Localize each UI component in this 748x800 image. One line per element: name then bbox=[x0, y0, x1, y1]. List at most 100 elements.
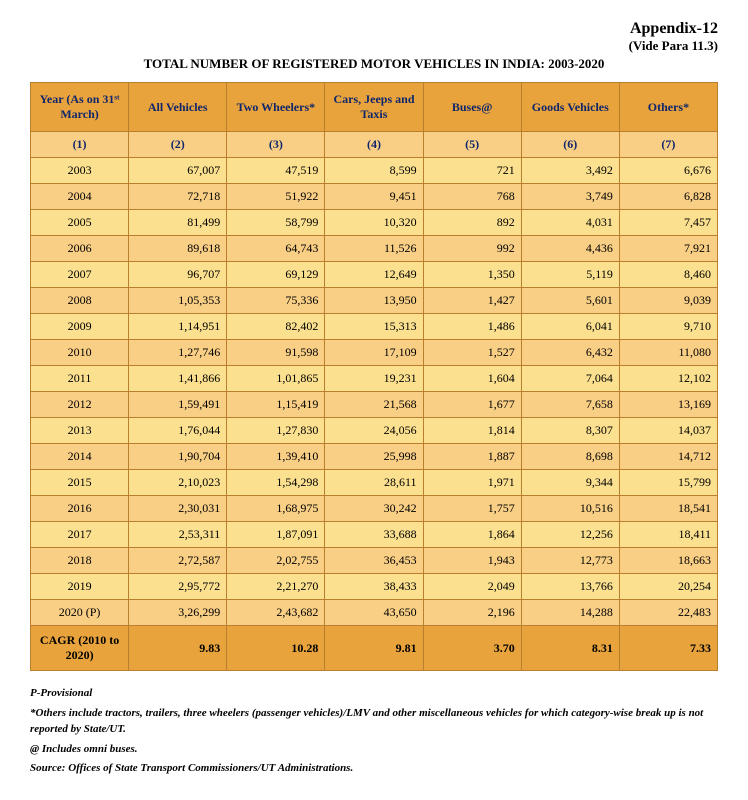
table-cell: 3,492 bbox=[521, 158, 619, 184]
table-cell: 1,90,704 bbox=[129, 444, 227, 470]
table-cell: 20,254 bbox=[619, 574, 717, 600]
table-cell: 38,433 bbox=[325, 574, 423, 600]
table-cell: 1,05,353 bbox=[129, 288, 227, 314]
table-cell: 1,39,410 bbox=[227, 444, 325, 470]
table-cell: 2011 bbox=[31, 366, 129, 392]
footnotes: P-Provisional *Others include tractors, … bbox=[30, 685, 718, 777]
table-cell: 89,618 bbox=[129, 236, 227, 262]
col-num: (4) bbox=[325, 132, 423, 158]
table-cell: 721 bbox=[423, 158, 521, 184]
table-cell: 6,041 bbox=[521, 314, 619, 340]
table-cell: 18,411 bbox=[619, 522, 717, 548]
table-cell: 2019 bbox=[31, 574, 129, 600]
col-num: (6) bbox=[521, 132, 619, 158]
col-num: (3) bbox=[227, 132, 325, 158]
table-cell: 2016 bbox=[31, 496, 129, 522]
table-cell: 1,14,951 bbox=[129, 314, 227, 340]
table-row: 20131,76,0441,27,83024,0561,8148,30714,0… bbox=[31, 418, 718, 444]
table-cell: 1,27,746 bbox=[129, 340, 227, 366]
table-cell: 75,336 bbox=[227, 288, 325, 314]
table-cell: 10,320 bbox=[325, 210, 423, 236]
table-cell: 1,427 bbox=[423, 288, 521, 314]
table-cell: 14,037 bbox=[619, 418, 717, 444]
table-cell: 81,499 bbox=[129, 210, 227, 236]
col-num: (5) bbox=[423, 132, 521, 158]
col-num: (7) bbox=[619, 132, 717, 158]
table-cell: 18,663 bbox=[619, 548, 717, 574]
table-cell: 24,056 bbox=[325, 418, 423, 444]
page-title: TOTAL NUMBER OF REGISTERED MOTOR VEHICLE… bbox=[30, 56, 718, 72]
table-row: 20081,05,35375,33613,9501,4275,6019,039 bbox=[31, 288, 718, 314]
table-cell: 2,30,031 bbox=[129, 496, 227, 522]
col-header: All Vehicles bbox=[129, 83, 227, 132]
table-cell: 33,688 bbox=[325, 522, 423, 548]
table-cell: 12,256 bbox=[521, 522, 619, 548]
table-cell: 6,828 bbox=[619, 184, 717, 210]
table-cell: 8,698 bbox=[521, 444, 619, 470]
table-row: 200367,00747,5198,5997213,4926,676 bbox=[31, 158, 718, 184]
table-row: 20091,14,95182,40215,3131,4866,0419,710 bbox=[31, 314, 718, 340]
col-header: Two Wheelers* bbox=[227, 83, 325, 132]
table-cell: 2,72,587 bbox=[129, 548, 227, 574]
table-cell: 5,601 bbox=[521, 288, 619, 314]
cagr-cell: 7.33 bbox=[619, 626, 717, 671]
table-cell: 1,887 bbox=[423, 444, 521, 470]
footnote-buses: @ Includes omni buses. bbox=[30, 741, 718, 758]
table-row: 200689,61864,74311,5269924,4367,921 bbox=[31, 236, 718, 262]
table-cell: 1,41,866 bbox=[129, 366, 227, 392]
table-cell: 72,718 bbox=[129, 184, 227, 210]
table-cell: 1,971 bbox=[423, 470, 521, 496]
table-cell: 12,649 bbox=[325, 262, 423, 288]
col-header: Others* bbox=[619, 83, 717, 132]
table-cell: 1,76,044 bbox=[129, 418, 227, 444]
table-cell: 2007 bbox=[31, 262, 129, 288]
table-row: 20141,90,7041,39,41025,9981,8878,69814,7… bbox=[31, 444, 718, 470]
table-row: 20172,53,3111,87,09133,6881,86412,25618,… bbox=[31, 522, 718, 548]
table-cell: 2003 bbox=[31, 158, 129, 184]
table-cell: 1,677 bbox=[423, 392, 521, 418]
table-cell: 67,007 bbox=[129, 158, 227, 184]
vide-label: (Vide Para 11.3) bbox=[30, 38, 718, 54]
table-cell: 9,710 bbox=[619, 314, 717, 340]
table-row: 20192,95,7722,21,27038,4332,04913,76620,… bbox=[31, 574, 718, 600]
table-cell: 2018 bbox=[31, 548, 129, 574]
col-header: Goods Vehicles bbox=[521, 83, 619, 132]
table-cell: 11,080 bbox=[619, 340, 717, 366]
table-cell: 2009 bbox=[31, 314, 129, 340]
table-cell: 2008 bbox=[31, 288, 129, 314]
col-header: Buses@ bbox=[423, 83, 521, 132]
cagr-cell: 10.28 bbox=[227, 626, 325, 671]
table-cell: 15,313 bbox=[325, 314, 423, 340]
table-cell: 6,676 bbox=[619, 158, 717, 184]
table-cell: 4,436 bbox=[521, 236, 619, 262]
appendix-label: Appendix-12 bbox=[30, 20, 718, 38]
table-cell: 21,568 bbox=[325, 392, 423, 418]
table-cell: 9,344 bbox=[521, 470, 619, 496]
table-header-row: Year (As on 31ˢᵗ March) All Vehicles Two… bbox=[31, 83, 718, 132]
cagr-cell: 8.31 bbox=[521, 626, 619, 671]
table-cell: 1,01,865 bbox=[227, 366, 325, 392]
col-header: Cars, Jeeps and Taxis bbox=[325, 83, 423, 132]
table-row: 20101,27,74691,59817,1091,5276,43211,080 bbox=[31, 340, 718, 366]
table-cell: 5,119 bbox=[521, 262, 619, 288]
table-cell: 36,453 bbox=[325, 548, 423, 574]
cagr-cell: 9.83 bbox=[129, 626, 227, 671]
table-cell: 2,53,311 bbox=[129, 522, 227, 548]
table-cell: 43,650 bbox=[325, 600, 423, 626]
table-cell: 1,604 bbox=[423, 366, 521, 392]
table-cell: 30,242 bbox=[325, 496, 423, 522]
table-cell: 22,483 bbox=[619, 600, 717, 626]
table-cell: 7,658 bbox=[521, 392, 619, 418]
table-cell: 8,599 bbox=[325, 158, 423, 184]
table-cell: 10,516 bbox=[521, 496, 619, 522]
table-cell: 2013 bbox=[31, 418, 129, 444]
table-cell: 7,921 bbox=[619, 236, 717, 262]
table-cell: 64,743 bbox=[227, 236, 325, 262]
table-cell: 51,922 bbox=[227, 184, 325, 210]
table-cell: 2020 (P) bbox=[31, 600, 129, 626]
table-cell: 12,102 bbox=[619, 366, 717, 392]
table-cell: 19,231 bbox=[325, 366, 423, 392]
table-row: 20182,72,5872,02,75536,4531,94312,77318,… bbox=[31, 548, 718, 574]
table-cell: 3,26,299 bbox=[129, 600, 227, 626]
table-cell: 2,196 bbox=[423, 600, 521, 626]
